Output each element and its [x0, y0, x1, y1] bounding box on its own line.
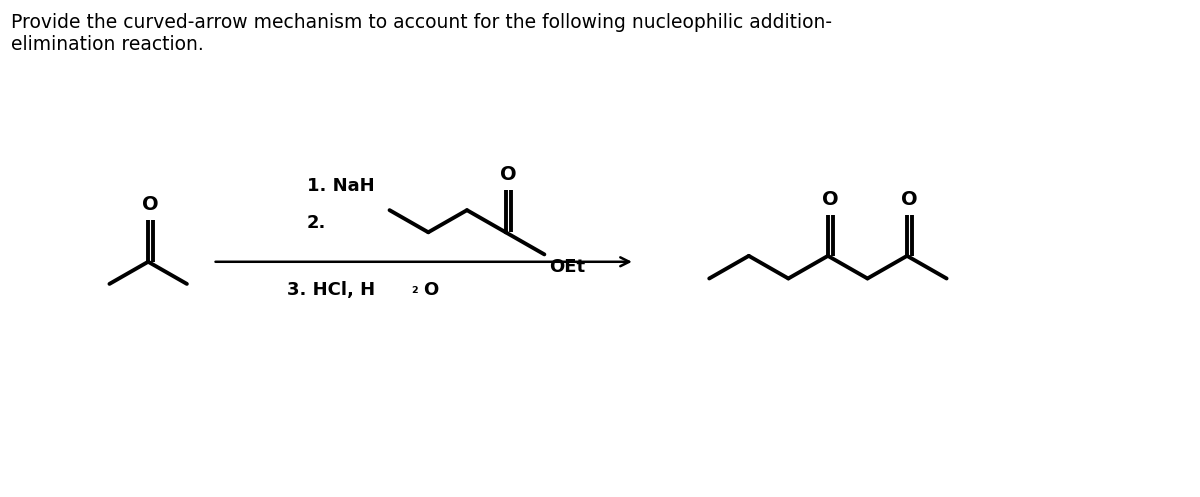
Text: ₂: ₂	[412, 281, 418, 296]
Text: O: O	[500, 166, 516, 184]
Text: O: O	[424, 281, 438, 299]
Text: O: O	[143, 195, 158, 214]
Text: Provide the curved-arrow mechanism to account for the following nucleophilic add: Provide the curved-arrow mechanism to ac…	[11, 13, 832, 54]
Text: 1. NaH: 1. NaH	[307, 177, 374, 195]
Text: OEt: OEt	[550, 258, 586, 276]
Text: O: O	[822, 190, 839, 209]
Text: 2.: 2.	[307, 214, 326, 232]
Text: O: O	[901, 190, 918, 209]
Text: 3. HCl, H: 3. HCl, H	[287, 281, 376, 299]
